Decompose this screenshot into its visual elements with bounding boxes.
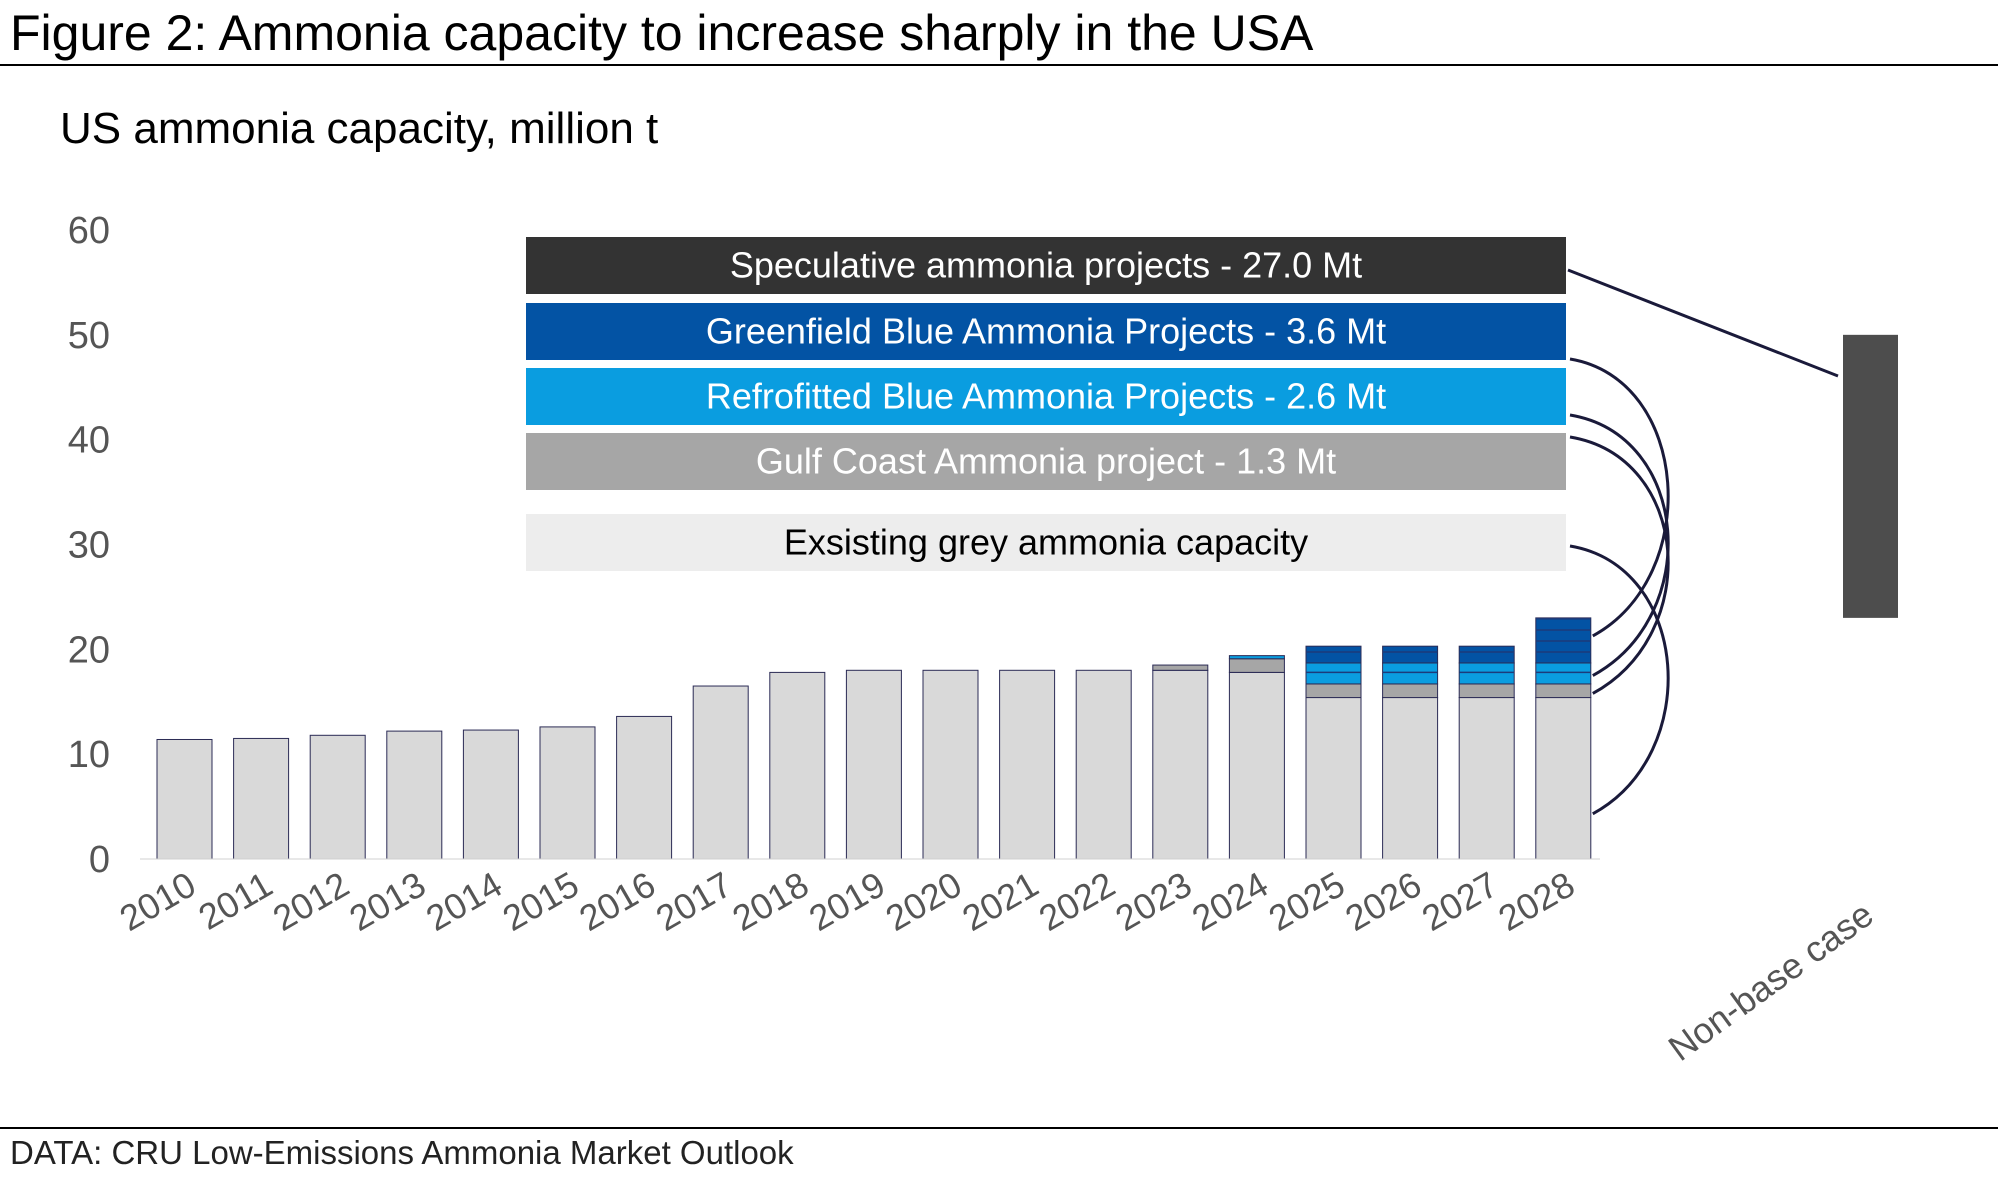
legend-item: Greenfield Blue Ammonia Projects - 3.6 M… [526,303,1566,360]
legend-label: Greenfield Blue Ammonia Projects - 3.6 M… [706,311,1386,352]
x-tick-label: 2021 [955,863,1045,939]
x-tick-label: 2026 [1338,863,1428,939]
bar-segment [769,671,826,860]
bar-segment [999,669,1056,860]
x-tick-label: 2012 [266,863,356,939]
x-tick-label: 2011 [192,863,280,937]
legend-label: Gulf Coast Ammonia project - 1.3 Mt [756,441,1336,482]
legend-connector-nonbase [1567,268,1839,378]
non-base-case: Non-base case [1661,334,1898,1069]
bar-segment [1075,669,1132,860]
legend-connector [1569,435,1670,695]
bar-segment [1305,697,1362,860]
bar-segment [1535,683,1592,699]
legend-item: Gulf Coast Ammonia project - 1.3 Mt [526,433,1566,490]
legend-connectors [1567,268,1839,816]
source-note: DATA: CRU Low-Emissions Ammonia Market O… [10,1134,794,1171]
x-tick-label: 2024 [1185,863,1275,939]
bar-segment [692,685,749,860]
legend-item: Refrofitted Blue Ammonia Projects - 2.6 … [526,368,1566,425]
bar-segment [386,730,443,860]
x-tick-label: 2016 [572,863,662,939]
bar-segment [1535,662,1592,685]
y-tick-label: 30 [68,525,110,567]
x-tick-label: 2010 [113,863,203,939]
bar-segment [1228,655,1285,660]
bar-segment [462,729,519,860]
legend-connector [1569,413,1670,677]
legend-swatch [526,514,1566,571]
y-tick-label: 0 [89,839,110,881]
x-tick-label: 2023 [1108,863,1198,939]
x-tick-label: 2018 [725,863,815,939]
title-divider [0,64,1998,66]
bar-segment [1382,645,1439,664]
bar-segment [922,669,979,860]
legend-item: Speculative ammonia projects - 27.0 Mt [526,237,1566,294]
bar-segment [233,737,290,860]
legend-swatch [526,303,1566,360]
legend-label: Refrofitted Blue Ammonia Projects - 2.6 … [706,376,1386,417]
y-tick-label: 60 [68,210,110,252]
bar-segment [1458,662,1515,685]
x-tick-label: 2027 [1415,863,1505,939]
bar-segment [1382,683,1439,699]
legend-label: Exsisting grey ammonia capacity [784,522,1308,563]
bar-segment [1458,697,1515,860]
figure-title: Figure 2: Ammonia capacity to increase s… [10,5,1314,61]
x-tick-label: 2020 [879,863,969,939]
bar-segment [156,738,213,860]
y-axis: 0 10 20 30 40 50 60 [68,210,110,881]
non-base-case-label: Non-base case [1661,893,1881,1068]
bar-segment [1458,683,1515,699]
legend-swatch [526,237,1566,294]
x-tick-label: 2017 [649,863,739,939]
bar-segment [845,669,902,860]
y-tick-label: 10 [68,734,110,776]
chart-title: US ammonia capacity, million t [60,104,659,153]
footer-divider [0,1127,1998,1129]
x-tick-label: 2022 [1032,863,1122,939]
bar-segment [1305,662,1362,685]
legend-label: Speculative ammonia projects - 27.0 Mt [730,245,1362,286]
y-tick-label: 40 [68,420,110,462]
bar-segment [616,715,673,860]
bar-segment [1305,683,1362,699]
legend-connector [1569,357,1670,638]
bar-segment [1152,664,1209,671]
legend: Speculative ammonia projects - 27.0 Mt Gr… [526,237,1566,571]
legend-swatch [526,433,1566,490]
x-axis: 2010201120122013201420152016201720182019… [113,863,1582,939]
bar-segment [1305,645,1362,664]
x-tick-label: 2025 [1262,863,1352,939]
bar-segment [1152,669,1209,860]
bar-segment [1228,658,1285,673]
non-base-case-bar [1843,334,1898,618]
x-tick-label: 2014 [419,863,509,939]
x-tick-label: 2015 [496,863,586,939]
legend-connector [1569,544,1670,816]
legend-item: Exsisting grey ammonia capacity [526,514,1566,571]
y-tick-label: 50 [68,315,110,357]
x-tick-label: 2013 [342,863,432,939]
x-tick-label: 2028 [1491,863,1581,939]
bar-series [140,617,1600,860]
legend-swatch [526,368,1566,425]
bar-segment [1382,697,1439,860]
bar-segment [1535,697,1592,860]
bar-segment [539,726,596,860]
bar-segment [309,734,366,860]
x-tick-label: 2019 [802,863,892,939]
bar-segment [1228,671,1285,860]
bar-segment [1382,662,1439,685]
bar-segment [1458,645,1515,664]
y-tick-label: 20 [68,629,110,671]
